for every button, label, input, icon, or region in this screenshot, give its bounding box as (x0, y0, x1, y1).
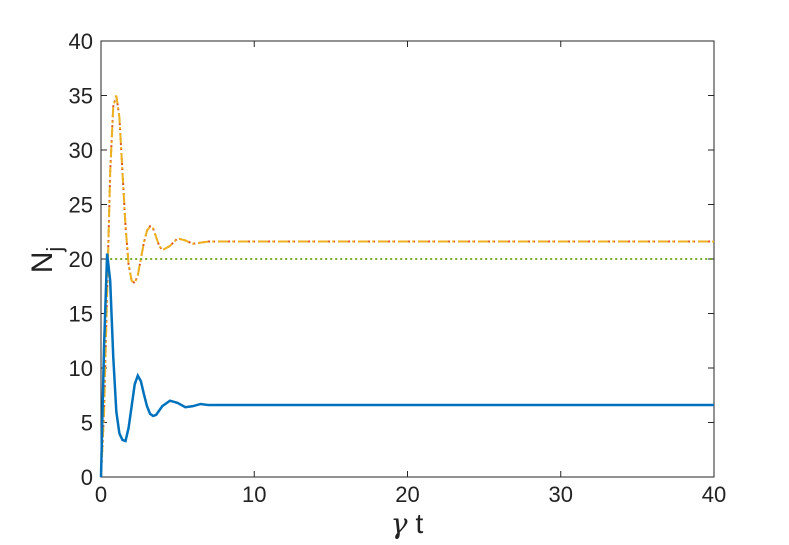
y-label-text: N (26, 252, 59, 274)
y-tick-label: 20 (69, 247, 93, 272)
y-tick-label: 5 (81, 411, 93, 436)
x-label-text: t (415, 508, 423, 539)
y-tick-label: 15 (69, 302, 93, 327)
x-tick-label: 30 (549, 482, 573, 507)
series-line (99, 253, 714, 478)
x-tick-label: 10 (242, 482, 266, 507)
y-tick-label: 40 (69, 29, 93, 54)
y-tick-label: 25 (69, 193, 93, 218)
x-tick-label: 40 (702, 482, 726, 507)
y-tick-label: 30 (69, 138, 93, 163)
x-tick-label: 20 (395, 482, 419, 507)
y-axis-label: Nj (26, 247, 67, 274)
series-line (100, 95, 714, 478)
y-tick-label: 10 (69, 356, 93, 381)
x-tick-label: 0 (95, 482, 107, 507)
x-label-symbol: γ (391, 507, 408, 540)
y-tick-label: 35 (69, 84, 93, 109)
y-tick-label: 0 (81, 465, 93, 490)
y-label-subscript: j (42, 247, 67, 253)
series-line (100, 95, 714, 478)
